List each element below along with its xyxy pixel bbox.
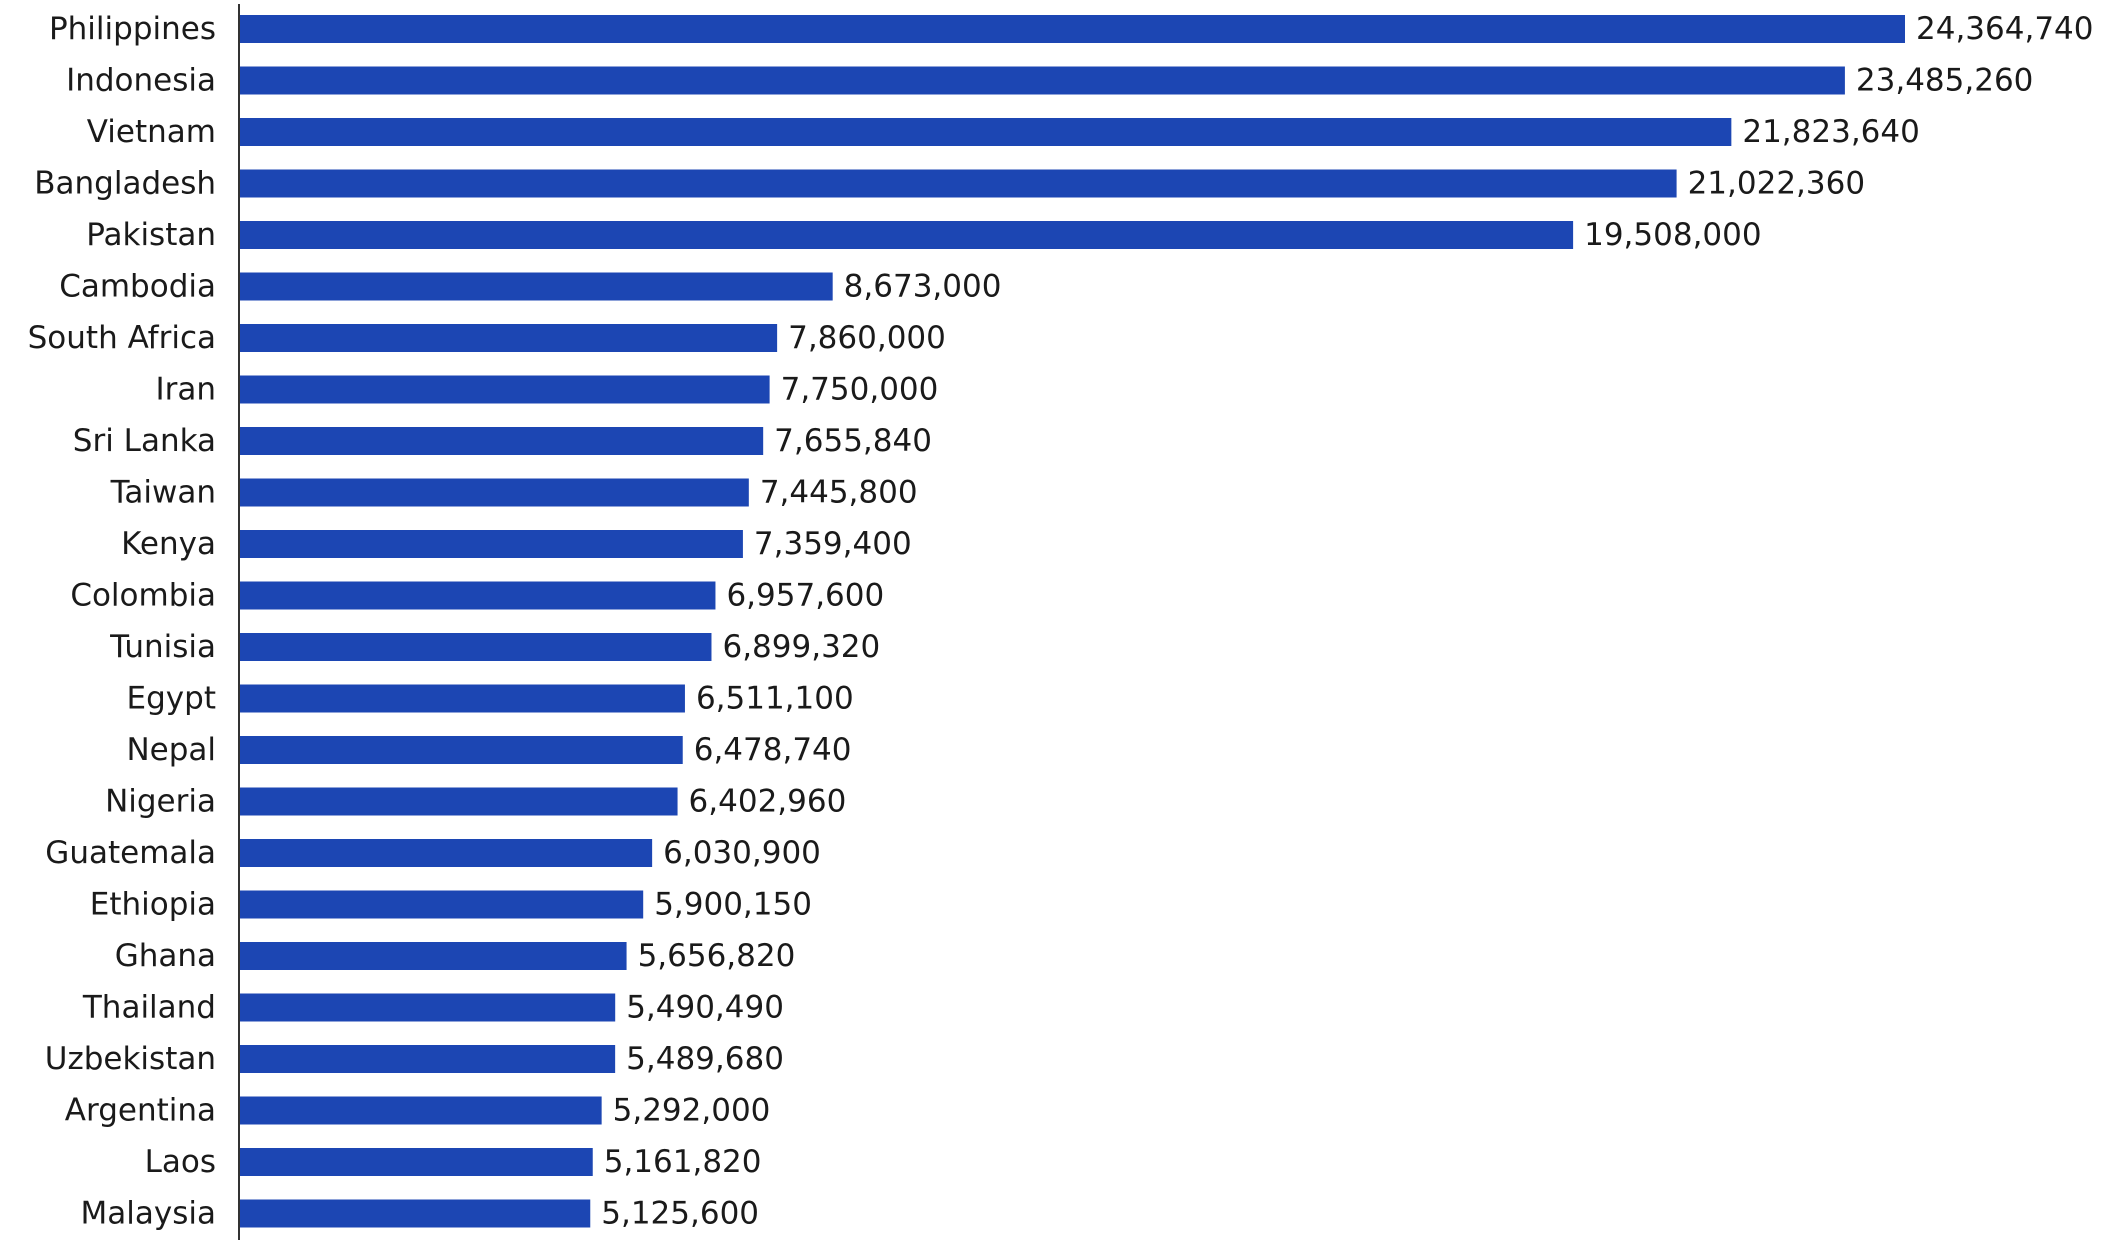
value-label-uzbekistan: 5,489,680 <box>626 1041 784 1077</box>
value-label-vietnam: 21,823,640 <box>1742 114 1920 150</box>
bar-nepal <box>240 736 683 764</box>
value-label-egypt: 6,511,100 <box>696 681 854 717</box>
value-label-taiwan: 7,445,800 <box>760 475 918 511</box>
bar-colombia <box>240 581 716 610</box>
category-label-nepal: Nepal <box>126 732 216 768</box>
value-label-malaysia: 5,125,600 <box>601 1196 759 1232</box>
value-label-kenya: 7,359,400 <box>754 526 912 562</box>
category-label-sri-lanka: Sri Lanka <box>73 423 216 459</box>
value-label-tunisia: 6,899,320 <box>722 629 880 665</box>
value-label-sri-lanka: 7,655,840 <box>774 423 932 459</box>
category-label-thailand: Thailand <box>82 990 216 1026</box>
value-label-colombia: 6,957,600 <box>726 578 884 614</box>
bar-argentina <box>240 1096 602 1125</box>
bar-indonesia <box>240 66 1845 95</box>
bar-pakistan <box>240 221 1574 249</box>
category-label-tunisia: Tunisia <box>109 629 216 665</box>
value-label-philippines: 24,364,740 <box>1916 11 2094 47</box>
value-label-ghana: 5,656,820 <box>638 938 796 974</box>
bar-south-africa <box>240 324 778 352</box>
value-label-guatemala: 6,030,900 <box>663 835 821 871</box>
value-label-cambodia: 8,673,000 <box>844 269 1002 305</box>
bar-ghana <box>240 942 627 970</box>
bar-iran <box>240 375 770 404</box>
value-label-laos: 5,161,820 <box>604 1144 762 1180</box>
bar-taiwan <box>240 478 749 507</box>
category-label-colombia: Colombia <box>70 578 216 614</box>
category-label-ethiopia: Ethiopia <box>90 887 216 923</box>
category-label-indonesia: Indonesia <box>66 63 216 99</box>
category-label-philippines: Philippines <box>49 11 216 47</box>
value-label-nepal: 6,478,740 <box>694 732 852 768</box>
bar-bangladesh <box>240 169 1677 198</box>
category-label-taiwan: Taiwan <box>110 475 216 511</box>
value-label-bangladesh: 21,022,360 <box>1688 166 1866 202</box>
value-label-thailand: 5,490,490 <box>626 990 784 1026</box>
category-label-iran: Iran <box>155 372 216 408</box>
category-label-egypt: Egypt <box>127 681 216 717</box>
category-label-uzbekistan: Uzbekistan <box>45 1041 216 1077</box>
bar-tunisia <box>240 633 712 661</box>
value-label-south-africa: 7,860,000 <box>788 320 946 356</box>
category-label-malaysia: Malaysia <box>81 1196 216 1232</box>
category-label-nigeria: Nigeria <box>105 784 216 820</box>
value-label-nigeria: 6,402,960 <box>689 784 847 820</box>
bar-guatemala <box>240 839 653 867</box>
category-label-ghana: Ghana <box>115 938 216 974</box>
bars-group <box>240 15 1905 1228</box>
bar-nigeria <box>240 787 678 816</box>
bar-thailand <box>240 993 616 1022</box>
country-labels-group: Philippines Indonesia Vietnam Bangladesh Pak… <box>28 11 216 1232</box>
value-label-pakistan: 19,508,000 <box>1584 217 1762 253</box>
value-labels-group: 24,364,740 23,485,260 21,823,640 21,022,360… <box>601 11 2093 1232</box>
value-label-iran: 7,750,000 <box>781 372 939 408</box>
bar-cambodia <box>240 272 833 301</box>
category-label-kenya: Kenya <box>121 526 216 562</box>
bar-uzbekistan <box>240 1045 616 1073</box>
value-label-ethiopia: 5,900,150 <box>654 887 812 923</box>
category-label-bangladesh: Bangladesh <box>34 166 216 202</box>
category-label-vietnam: Vietnam <box>87 114 216 150</box>
category-label-cambodia: Cambodia <box>59 269 216 305</box>
value-label-argentina: 5,292,000 <box>613 1093 771 1129</box>
value-label-indonesia: 23,485,260 <box>1856 63 2034 99</box>
category-label-argentina: Argentina <box>65 1093 216 1129</box>
bar-ethiopia <box>240 890 644 919</box>
bar-kenya <box>240 530 743 558</box>
bar-laos <box>240 1148 593 1176</box>
category-label-laos: Laos <box>145 1144 216 1180</box>
bar-vietnam <box>240 118 1732 146</box>
category-label-guatemala: Guatemala <box>45 835 216 871</box>
bar-philippines <box>240 15 1905 43</box>
bar-egypt <box>240 684 685 713</box>
category-label-pakistan: Pakistan <box>86 217 216 253</box>
category-label-south-africa: South Africa <box>28 320 216 356</box>
bar-sri-lanka <box>240 427 764 455</box>
bar-malaysia <box>240 1199 591 1228</box>
